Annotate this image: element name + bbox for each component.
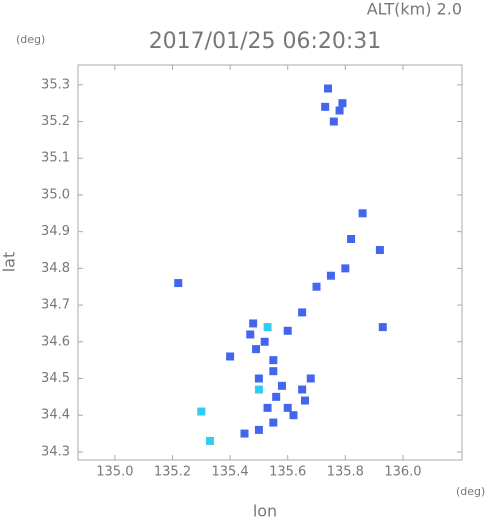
x-tick-label: 135.6 — [269, 465, 306, 480]
y-tick-label: 35.0 — [41, 187, 70, 202]
echo — [301, 396, 310, 405]
echo — [269, 418, 278, 427]
echo — [375, 246, 384, 255]
echo — [240, 429, 249, 438]
y-tick-label: 34.8 — [41, 261, 70, 276]
echo — [378, 323, 387, 332]
echo — [174, 279, 183, 288]
y-tick-label: 34.6 — [41, 334, 70, 349]
echo — [197, 407, 206, 416]
echo — [269, 356, 278, 365]
echo — [269, 367, 278, 376]
echo — [263, 403, 272, 412]
echo — [329, 117, 338, 126]
x-label: lon — [253, 502, 277, 521]
y-unit: (deg) — [16, 33, 45, 46]
echo — [321, 102, 330, 111]
echo — [283, 326, 292, 335]
x-unit: (deg) — [456, 485, 485, 498]
echo — [260, 337, 269, 346]
echo — [205, 436, 214, 445]
echo — [283, 403, 292, 412]
x-tick-label: 135.2 — [154, 465, 191, 480]
plot-frame — [77, 64, 463, 461]
echo — [254, 374, 263, 383]
x-tick-label: 135.8 — [327, 465, 364, 480]
echo — [246, 330, 255, 339]
y-tick-label: 35.1 — [41, 151, 70, 166]
echo — [341, 264, 350, 273]
y-tick-label: 34.5 — [41, 371, 70, 386]
y-tick-label: 34.7 — [41, 298, 70, 313]
echo — [358, 209, 367, 218]
echo — [249, 319, 258, 328]
echo — [338, 99, 347, 108]
x-tick-label: 135.4 — [211, 465, 248, 480]
echo — [298, 308, 307, 317]
echo — [306, 374, 315, 383]
echo — [312, 282, 321, 291]
echo — [263, 323, 272, 332]
altitude: ALT(km) 2.0 — [367, 0, 462, 19]
echo — [335, 106, 344, 115]
chart-title: 2017/01/25 06:20:31 — [149, 29, 382, 54]
echo — [326, 271, 335, 280]
y-label: lat — [0, 252, 19, 273]
y-tick-label: 34.9 — [41, 224, 70, 239]
y-tick-label: 35.3 — [41, 77, 70, 92]
echo — [226, 352, 235, 361]
echo — [277, 381, 286, 390]
y-tick-label: 35.2 — [41, 114, 70, 129]
echo — [298, 385, 307, 394]
echo — [272, 392, 281, 401]
x-tick-label: 136.0 — [384, 465, 421, 480]
echo — [254, 385, 263, 394]
echo — [252, 345, 261, 354]
echo — [289, 411, 298, 420]
y-tick-label: 34.3 — [41, 444, 70, 459]
echo — [347, 235, 356, 244]
echo — [324, 84, 333, 93]
y-tick-label: 34.4 — [41, 408, 70, 423]
echo — [254, 425, 263, 434]
x-tick-label: 135.0 — [96, 465, 133, 480]
